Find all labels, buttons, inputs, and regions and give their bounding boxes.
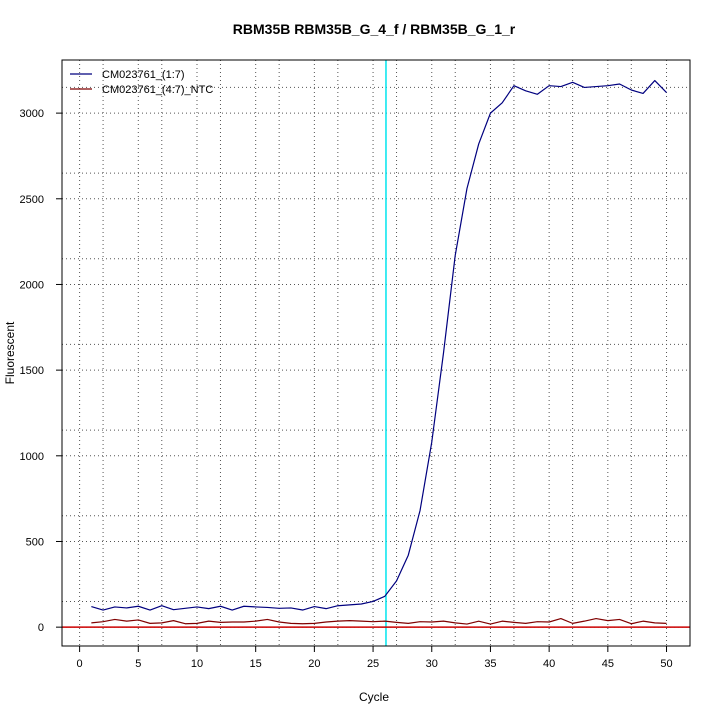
y-tick-label: 2000 (20, 279, 44, 291)
x-tick-label: 10 (191, 658, 203, 670)
x-tick-label: 30 (426, 658, 438, 670)
plot-frame (61, 59, 691, 647)
x-tick-label: 35 (484, 658, 496, 670)
y-tick-label: 500 (26, 536, 44, 548)
x-tick-label: 25 (367, 658, 379, 670)
x-tick-label: 20 (308, 658, 320, 670)
y-tick-label: 3000 (20, 108, 44, 120)
x-axis-label: Cycle (359, 690, 389, 704)
series-lines (91, 79, 667, 625)
y-tick-label: 0 (38, 622, 44, 634)
x-axis: 0 5 10 15 20 25 30 35 40 45 50 (77, 645, 673, 670)
y-tick-label: 1000 (20, 451, 44, 463)
x-tick-label: 50 (660, 658, 672, 670)
legend: CM023761_(1:7) CM023761_(4:7)_NTC (70, 69, 213, 96)
legend-label-2: CM023761_(4:7)_NTC (102, 84, 213, 96)
chart-title: RBM35B RBM35B_G_4_f / RBM35B_G_1_r (233, 21, 516, 37)
legend-label-1: CM023761_(1:7) (102, 69, 185, 81)
y-axis-label: Fluorescent (3, 321, 17, 384)
x-tick-label: 15 (250, 658, 262, 670)
y-tick-label: 2500 (20, 194, 44, 206)
x-tick-label: 40 (543, 658, 555, 670)
series-line-1 (91, 79, 667, 611)
y-axis: 0 500 1000 1500 2000 2500 3000 (20, 108, 63, 634)
x-tick-label: 45 (602, 658, 614, 670)
markers (62, 60, 690, 646)
grid (62, 60, 690, 646)
x-tick-label: 0 (77, 658, 83, 670)
x-tick-label: 5 (135, 658, 141, 670)
series-line-2 (91, 617, 667, 625)
y-tick-label: 1500 (20, 365, 44, 377)
